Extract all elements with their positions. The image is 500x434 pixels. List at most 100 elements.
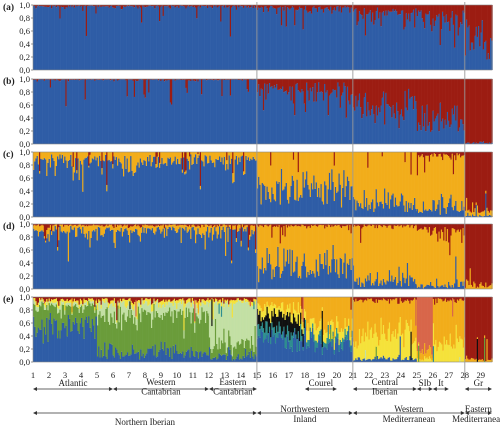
- ancestry-bar-red: [52, 224, 54, 226]
- ancestry-bar-black: [296, 323, 298, 340]
- ancestry-bar-green: [237, 341, 240, 355]
- ancestry-bar-blue: [114, 347, 117, 362]
- ancestry-bar-blue: [333, 354, 336, 362]
- ancestry-bar-green: [48, 303, 51, 320]
- ancestry-bar-blue: [460, 281, 462, 289]
- ancestry-bar-orange: [153, 152, 155, 157]
- ancestry-bar-red: [55, 297, 58, 299]
- ancestry-bar-blue: [126, 230, 129, 289]
- ancestry-bar-red: [40, 297, 42, 300]
- ancestry-bar-green: [236, 342, 239, 357]
- ancestry-bar-red: [403, 224, 405, 226]
- ancestry-bar-lightgreen: [243, 300, 246, 348]
- ancestry-bar-red: [458, 5, 461, 28]
- ancestry-bar-red: [461, 5, 463, 25]
- ancestry-bar-teal: [346, 331, 349, 340]
- ancestry-bar-blue: [400, 286, 403, 289]
- ancestry-bar-blue: [253, 231, 256, 289]
- ancestry-bar-red: [320, 224, 322, 225]
- ancestry-bar-blue: [63, 230, 65, 289]
- ancestry-bar-blue: [410, 13, 412, 70]
- ancestry-bar-blue: [368, 110, 370, 144]
- ancestry-bar-orange: [48, 227, 51, 242]
- ancestry-bar-lightgreen: [35, 306, 37, 311]
- ancestry-bar-blue: [173, 79, 175, 144]
- ancestry-bar-orange: [285, 297, 288, 310]
- ancestry-bar-red: [448, 152, 450, 156]
- ancestry-bar-red: [34, 5, 36, 6]
- ancestry-bar-yellow: [378, 345, 380, 360]
- ancestry-bar-red: [81, 79, 83, 80]
- ancestry-bar-red: [412, 79, 415, 110]
- ancestry-bar-red: [217, 297, 219, 302]
- ancestry-bar-green: [191, 312, 194, 352]
- ancestry-bar-red: [214, 224, 216, 225]
- ancestry-bar-orange: [485, 190, 487, 194]
- y-tick-label: 0,4: [19, 39, 30, 49]
- ancestry-bar-blue: [79, 229, 82, 289]
- ancestry-bar-red: [165, 79, 167, 81]
- ancestry-bar-orange: [361, 299, 363, 337]
- ancestry-bar-red: [223, 79, 226, 80]
- ancestry-bar-yellow: [172, 300, 175, 306]
- ancestry-bar-blue: [96, 240, 99, 289]
- ancestry-bar-orange: [185, 225, 187, 227]
- ancestry-bar-blue: [58, 330, 60, 362]
- ancestry-bar-orange: [490, 285, 492, 289]
- ancestry-bar-orange: [484, 210, 486, 216]
- ancestry-bar-green: [35, 310, 37, 337]
- ancestry-bar-orange: [234, 225, 237, 230]
- ancestry-bar-red: [34, 224, 36, 225]
- ancestry-bar-red: [111, 224, 113, 225]
- ancestry-bar-red: [105, 297, 107, 298]
- ancestry-bar-blue: [468, 25, 470, 70]
- ancestry-bar-red: [205, 79, 208, 81]
- ancestry-bar-orange: [150, 152, 153, 167]
- ancestry-bar-blue: [211, 8, 214, 70]
- ancestry-bar-blue: [421, 284, 424, 289]
- ancestry-bar-orange: [245, 225, 247, 232]
- ancestry-bar-red: [372, 79, 374, 106]
- ancestry-bar-orange: [327, 297, 330, 322]
- ancestry-bar-blue: [291, 250, 294, 289]
- ancestry-bar-blue: [88, 79, 90, 144]
- ancestry-bar-orange: [290, 297, 292, 314]
- ancestry-bar-blue: [451, 108, 454, 144]
- ancestry-bar-blue: [425, 131, 427, 144]
- ancestry-bar-blue: [331, 13, 333, 71]
- ancestry-bar-red: [197, 79, 199, 82]
- ancestry-bar-blue: [178, 79, 180, 144]
- ancestry-bar-orange: [161, 225, 163, 232]
- ancestry-bar-red: [126, 79, 129, 97]
- ancestry-bar-red: [184, 5, 186, 7]
- ancestry-bar-orange: [331, 152, 333, 170]
- ancestry-bar-red: [219, 5, 221, 6]
- ancestry-bar-teal: [296, 339, 298, 352]
- ancestry-bar-blue: [234, 79, 237, 144]
- ancestry-bar-blue: [392, 281, 394, 289]
- ancestry-bar-red: [455, 224, 457, 233]
- ancestry-bar-orange: [115, 227, 118, 232]
- ancestry-bar-blue: [398, 266, 400, 289]
- ancestry-bar-orange: [260, 152, 262, 205]
- ancestry-bar-teal: [259, 328, 261, 338]
- ancestry-bar-blue: [431, 130, 433, 144]
- ancestry-bar-red: [43, 79, 46, 81]
- ancestry-bar-teal: [262, 328, 265, 343]
- ancestry-bar-red: [312, 224, 314, 226]
- ancestry-bar-blue: [196, 234, 198, 289]
- ancestry-bar-blue: [78, 226, 81, 289]
- ancestry-bar-blue: [472, 42, 474, 70]
- ancestry-bar-blue: [364, 92, 367, 144]
- ancestry-bar-yellow: [280, 302, 283, 312]
- ancestry-bar-yellow: [135, 316, 137, 318]
- ancestry-bar-red: [297, 224, 300, 226]
- ancestry-bar-red: [354, 79, 356, 111]
- ancestry-bar-red: [150, 5, 153, 7]
- ancestry-bar-blue: [344, 253, 346, 289]
- ancestry-bar-blue: [190, 80, 192, 144]
- ancestry-bar-yellow: [42, 299, 45, 302]
- ancestry-bar-red: [153, 297, 155, 299]
- ancestry-bar-red: [136, 5, 138, 7]
- ancestry-bar-orange: [155, 225, 157, 232]
